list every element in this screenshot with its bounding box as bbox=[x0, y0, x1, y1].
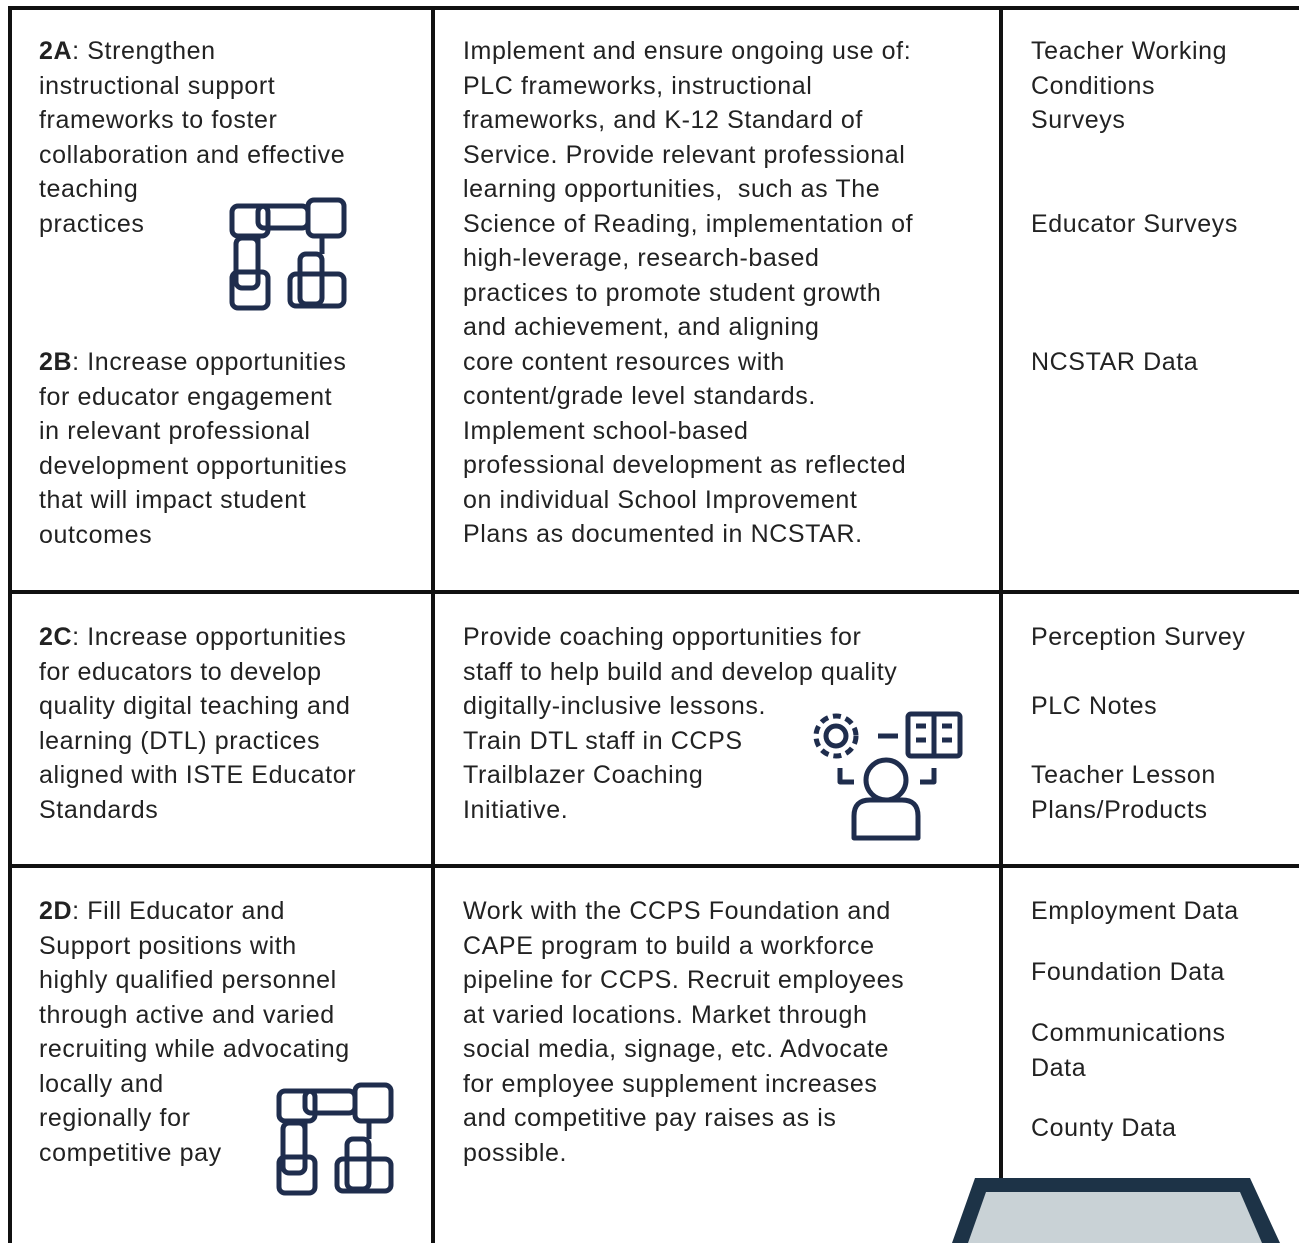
measure-text: Data bbox=[1031, 1053, 1087, 1082]
action-text: Provide coaching opportunities for bbox=[463, 623, 862, 651]
action-text: content/grade level standards. bbox=[463, 382, 816, 410]
goal-text: Standards bbox=[39, 795, 159, 824]
measure-text: Communications bbox=[1031, 1019, 1226, 1047]
goal-text: outcomes bbox=[39, 520, 153, 549]
action-text: digitally-inclusive lessons. bbox=[463, 692, 767, 720]
goal-text: practices bbox=[39, 209, 145, 238]
goal-text: : Strengthen bbox=[72, 37, 216, 65]
goal-text: : Fill Educator and bbox=[72, 897, 286, 925]
action-text: social media, signage, etc. Advocate bbox=[463, 1035, 890, 1063]
action-text: core content resources with bbox=[463, 347, 785, 376]
goal-text: teaching bbox=[39, 175, 139, 203]
measure-text: Perception Survey bbox=[1031, 623, 1246, 651]
action-text: at varied locations. Market through bbox=[463, 1000, 868, 1029]
action-text: Service. Provide relevant professional bbox=[463, 140, 906, 169]
goal-text: development opportunities bbox=[39, 451, 348, 480]
goal-text: through active and varied bbox=[39, 1000, 335, 1029]
action-text: professional development as reflected bbox=[463, 451, 907, 479]
action-text: Implement school-based bbox=[463, 416, 749, 445]
action-text: learning opportunities, such as The bbox=[463, 175, 881, 203]
measure-text: PLC Notes bbox=[1031, 692, 1158, 720]
goal-text: regionally for bbox=[39, 1104, 191, 1132]
goal-code: 2B bbox=[39, 348, 73, 376]
action-text: Trailblazer Coaching bbox=[463, 761, 704, 789]
action-text: for employee supplement increases bbox=[463, 1069, 878, 1098]
goal-text: highly qualified personnel bbox=[39, 966, 337, 994]
action-text: Science of Reading, implementation of bbox=[463, 209, 914, 238]
action-text: Implement and ensure ongoing use of: bbox=[463, 37, 912, 65]
measure-text: NCSTAR Data bbox=[1031, 348, 1199, 376]
action-text: Work with the CCPS Foundation and bbox=[463, 897, 891, 925]
action-text: frameworks, and K-12 Standard of bbox=[463, 106, 863, 134]
goal-text: collaboration and effective bbox=[39, 140, 346, 169]
goal-line: 2D: Fill Educator and bbox=[39, 894, 285, 928]
action-text: CAPE program to build a workforce bbox=[463, 931, 875, 960]
goal-code: 2D bbox=[39, 897, 73, 925]
action-text: possible. bbox=[463, 1138, 568, 1167]
action-text: and competitive pay raises as is bbox=[463, 1104, 837, 1132]
goal-text: frameworks to foster bbox=[39, 106, 278, 134]
coaching-icon bbox=[813, 711, 963, 841]
goal-text: instructional support bbox=[39, 71, 276, 100]
goal-line: 2A: Strengthen bbox=[39, 34, 216, 68]
measure-text: Foundation Data bbox=[1031, 958, 1225, 986]
measure-text: Teacher Working bbox=[1031, 37, 1228, 65]
photo-frame bbox=[952, 1178, 1280, 1243]
action-text: practices to promote student growth bbox=[463, 278, 882, 307]
goal-text: learning (DTL) practices bbox=[39, 726, 321, 755]
action-text: high-leverage, research-based bbox=[463, 244, 820, 272]
goal-text: for educator engagement bbox=[39, 382, 333, 411]
action-text: Plans as documented in NCSTAR. bbox=[463, 520, 863, 548]
goal-text: recruiting while advocating bbox=[39, 1035, 350, 1063]
action-text: Initiative. bbox=[463, 795, 569, 824]
goal-text: locally and bbox=[39, 1069, 164, 1098]
goal-text: for educators to develop bbox=[39, 657, 322, 686]
goal-code: 2C bbox=[39, 623, 73, 651]
goal-line: 2C: Increase opportunities bbox=[39, 620, 346, 654]
measure-text: Conditions bbox=[1031, 71, 1156, 100]
goal-text: that will impact student bbox=[39, 486, 307, 514]
measure-text: County Data bbox=[1031, 1114, 1177, 1142]
measure-text: Employment Data bbox=[1031, 897, 1239, 925]
measure-text: Educator Surveys bbox=[1031, 210, 1238, 238]
goal-text: competitive pay bbox=[39, 1138, 222, 1167]
goal-text: : Increase opportunities bbox=[72, 348, 347, 376]
action-text: PLC frameworks, instructional bbox=[463, 71, 813, 100]
action-text: and achievement, and aligning bbox=[463, 313, 820, 341]
hands-icon bbox=[229, 197, 394, 1196]
measure-text: Surveys bbox=[1031, 106, 1126, 134]
action-text: on individual School Improvement bbox=[463, 485, 858, 514]
goal-text: aligned with ISTE Educator bbox=[39, 761, 357, 789]
goal-code: 2A bbox=[39, 37, 73, 65]
goal-text: Support positions with bbox=[39, 931, 297, 960]
goal-line: 2B: Increase opportunities bbox=[39, 345, 346, 379]
action-text: pipeline for CCPS. Recruit employees bbox=[463, 966, 905, 994]
measure-text: Teacher Lesson bbox=[1031, 761, 1216, 789]
measure-text: Plans/Products bbox=[1031, 795, 1208, 824]
goal-text: quality digital teaching and bbox=[39, 692, 351, 720]
goal-text: in relevant professional bbox=[39, 417, 311, 445]
action-text: Train DTL staff in CCPS bbox=[463, 726, 743, 755]
goal-text: : Increase opportunities bbox=[72, 623, 347, 651]
action-text: staff to help build and develop quality bbox=[463, 657, 898, 686]
